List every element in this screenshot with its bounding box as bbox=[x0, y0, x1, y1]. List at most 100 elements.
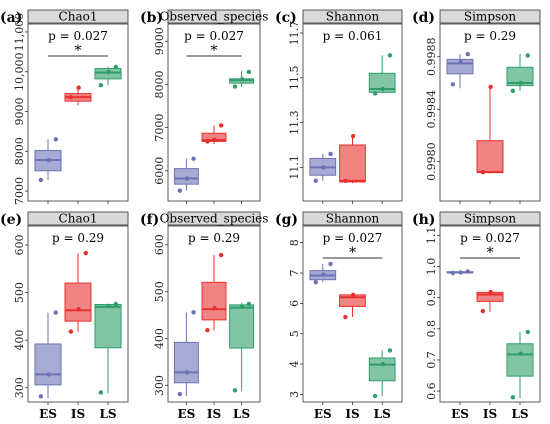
strip-label: Observed_species bbox=[160, 212, 269, 226]
y-tick-label: 1.0 bbox=[425, 258, 438, 276]
data-point bbox=[177, 188, 183, 193]
box-iqr bbox=[229, 304, 255, 349]
y-tick-label: 9000 bbox=[153, 27, 166, 55]
data-point bbox=[510, 88, 516, 94]
box-iqr bbox=[94, 303, 122, 349]
x-tick-label: LS bbox=[233, 407, 250, 421]
strip-header bbox=[439, 9, 541, 24]
y-tick-label: 11.3 bbox=[288, 110, 301, 135]
data-point bbox=[218, 252, 224, 258]
data-point bbox=[313, 178, 318, 184]
x-tick-label: IS bbox=[345, 407, 359, 421]
p-value: p = 0.29 bbox=[52, 231, 104, 245]
box-iqr bbox=[368, 72, 396, 93]
data-point bbox=[328, 151, 333, 157]
data-point bbox=[46, 157, 51, 163]
panel-7: Simpson (h) 0.6 0.7 0.8 0.9 1.0 1.1 ES IS LS p = 0.… bbox=[412, 211, 541, 421]
panel-6: Shannon (g) 3 4 5 6 7 8 ES IS LS p = 0.027* bbox=[275, 211, 403, 421]
data-point bbox=[212, 137, 217, 142]
p-value: p = 0.027 bbox=[184, 29, 244, 43]
strip-header bbox=[439, 211, 541, 226]
x-tick-label: IS bbox=[207, 407, 221, 421]
significance-star: * bbox=[349, 245, 356, 261]
data-point bbox=[191, 310, 196, 315]
panel-letter: (e) bbox=[0, 212, 22, 228]
y-tick-label: 0.8 bbox=[425, 320, 438, 338]
data-point bbox=[232, 388, 238, 393]
panel-letter: (f) bbox=[140, 212, 159, 228]
strip-header bbox=[27, 211, 129, 226]
data-point bbox=[458, 270, 463, 275]
x-tick-label: ES bbox=[451, 407, 469, 421]
x-tick-label: ES bbox=[177, 407, 195, 421]
y-tick-label: 8000 bbox=[153, 70, 166, 98]
data-point bbox=[480, 169, 486, 175]
data-point bbox=[232, 84, 238, 89]
box-ES bbox=[446, 269, 474, 276]
strip-label: Shannon bbox=[326, 212, 380, 226]
y-tick-label: 5 bbox=[288, 330, 301, 337]
box-iqr bbox=[339, 144, 366, 183]
panel-letter: (d) bbox=[412, 10, 435, 26]
box-ES bbox=[173, 310, 199, 397]
significance-star: * bbox=[211, 43, 218, 59]
box-ES bbox=[34, 137, 62, 183]
data-point bbox=[518, 80, 523, 86]
data-point bbox=[98, 390, 104, 395]
x-tick-label: ES bbox=[314, 407, 332, 421]
box-iqr bbox=[34, 343, 62, 386]
data-point bbox=[450, 270, 456, 276]
y-tick-label: 400 bbox=[153, 328, 166, 349]
y-tick-label: 6 bbox=[288, 300, 301, 307]
data-point bbox=[465, 51, 470, 57]
data-point bbox=[518, 351, 523, 356]
strip-header bbox=[302, 211, 403, 226]
box-ES bbox=[173, 156, 199, 193]
data-point bbox=[38, 394, 44, 399]
x-tick-label: LS bbox=[374, 407, 391, 421]
box-LS bbox=[94, 301, 122, 395]
strip-label: Shannon bbox=[326, 10, 380, 24]
y-tick-label: 0.6 bbox=[425, 382, 438, 400]
panel-letter: (c) bbox=[275, 10, 297, 26]
p-value: p = 0.027 bbox=[460, 231, 520, 245]
data-point bbox=[76, 85, 81, 90]
data-point bbox=[113, 64, 119, 70]
data-point bbox=[380, 86, 386, 92]
x-tick-label: ES bbox=[39, 407, 57, 421]
data-point bbox=[239, 77, 245, 82]
box-iqr bbox=[476, 140, 504, 173]
y-tick-label: 3 bbox=[288, 391, 301, 398]
data-point bbox=[106, 303, 111, 309]
y-tick-label: 8 bbox=[288, 239, 301, 246]
data-point bbox=[53, 310, 58, 315]
y-tick-label: 7000 bbox=[13, 177, 26, 205]
p-value: p = 0.027 bbox=[323, 231, 383, 245]
data-point bbox=[46, 372, 51, 377]
data-point bbox=[525, 329, 530, 335]
x-tick-label: LS bbox=[511, 407, 528, 421]
data-point bbox=[488, 84, 493, 90]
y-tick-label: 0.7 bbox=[425, 351, 438, 369]
y-tick-label: 300 bbox=[153, 375, 166, 396]
significance-star: * bbox=[75, 43, 82, 59]
box-iqr bbox=[201, 281, 227, 321]
p-value: p = 0.027 bbox=[48, 29, 108, 43]
data-point bbox=[458, 59, 463, 65]
box-ES bbox=[309, 151, 337, 184]
box-LS bbox=[368, 53, 396, 96]
box-ES bbox=[309, 261, 337, 285]
y-tick-label: 500 bbox=[153, 281, 166, 302]
y-tick-label: 9000 bbox=[13, 98, 26, 126]
box-LS bbox=[229, 69, 255, 89]
strip-header bbox=[167, 9, 261, 24]
box-LS bbox=[94, 64, 122, 88]
box-LS bbox=[506, 329, 534, 400]
strip-label: Chao1 bbox=[59, 10, 98, 24]
box-LS bbox=[368, 348, 396, 399]
y-tick-label: 7 bbox=[288, 270, 301, 277]
panel-letter: (b) bbox=[140, 10, 163, 26]
data-point bbox=[343, 314, 348, 320]
data-point bbox=[106, 69, 111, 75]
